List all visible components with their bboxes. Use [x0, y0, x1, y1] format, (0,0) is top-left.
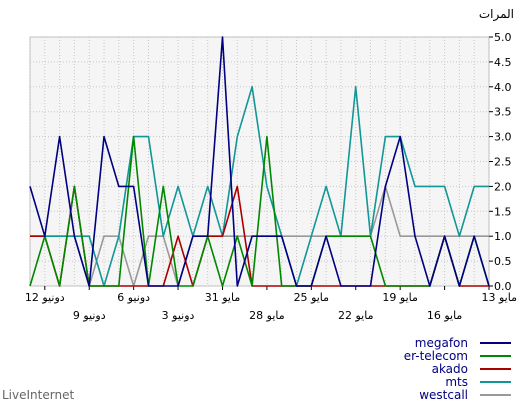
y-tick-label: 5.0 — [494, 31, 512, 44]
x-tick-label: 28 مايو — [249, 309, 285, 322]
grid — [29, 36, 490, 287]
x-tick-label: 12 دونيو — [25, 291, 65, 304]
y-tick-label: 2.5 — [494, 156, 512, 169]
x-tick-label: 3 دونيو — [162, 309, 195, 322]
x-tick-label: 6 دونيو — [117, 291, 150, 304]
y-tick-label: 1.5 — [494, 205, 512, 218]
x-tick-label: 13 مايو — [482, 291, 518, 304]
x-tick-label: 25 مايو — [294, 291, 330, 304]
y-tick-label: 3.0 — [494, 131, 512, 144]
brand-label: LiveInternet — [2, 388, 74, 402]
x-tick-label: 31 مايو — [205, 291, 241, 304]
y-tick-label: 0.5 — [494, 255, 512, 268]
x-tick-label: 19 مايو — [382, 291, 418, 304]
series-line-mts — [30, 86, 489, 287]
series-lines — [29, 36, 490, 287]
y-tick-label: 1.0 — [494, 230, 512, 243]
series-line-er-telecom — [29, 135, 490, 287]
y-tick-label: 0.0 — [494, 280, 512, 293]
y-tick-label: 4.0 — [494, 81, 512, 94]
legend-label-megafon: megafon — [415, 336, 468, 350]
legend-label-akado: akado — [432, 362, 468, 376]
series-line-megafon — [29, 36, 490, 287]
y-tick-label: 3.5 — [494, 106, 512, 119]
y-tick-label: 4.5 — [494, 56, 512, 69]
legend-label-mts: mts — [445, 375, 468, 389]
legend-label-er-telecom: er-telecom — [404, 349, 468, 363]
y-tick-label: 2.0 — [494, 180, 512, 193]
legend-label-westcall: westcall — [419, 388, 468, 402]
x-tick-label: 22 مايو — [338, 309, 374, 322]
x-tick-label: 16 مايو — [427, 309, 463, 322]
plot-area — [29, 36, 490, 287]
y-ticks: 0.0 0.5 1.0 1.5 2.0 2.5 3.0 3.5 4.0 4.5 5.0 — [489, 31, 512, 293]
x-ticks: 13 مايو 16 مايو 19 مايو 22 مايو 25 مايو 28 ما… — [25, 286, 517, 322]
y-axis-label: المرات — [479, 7, 514, 22]
x-tick-label: 9 دونيو — [73, 309, 106, 322]
